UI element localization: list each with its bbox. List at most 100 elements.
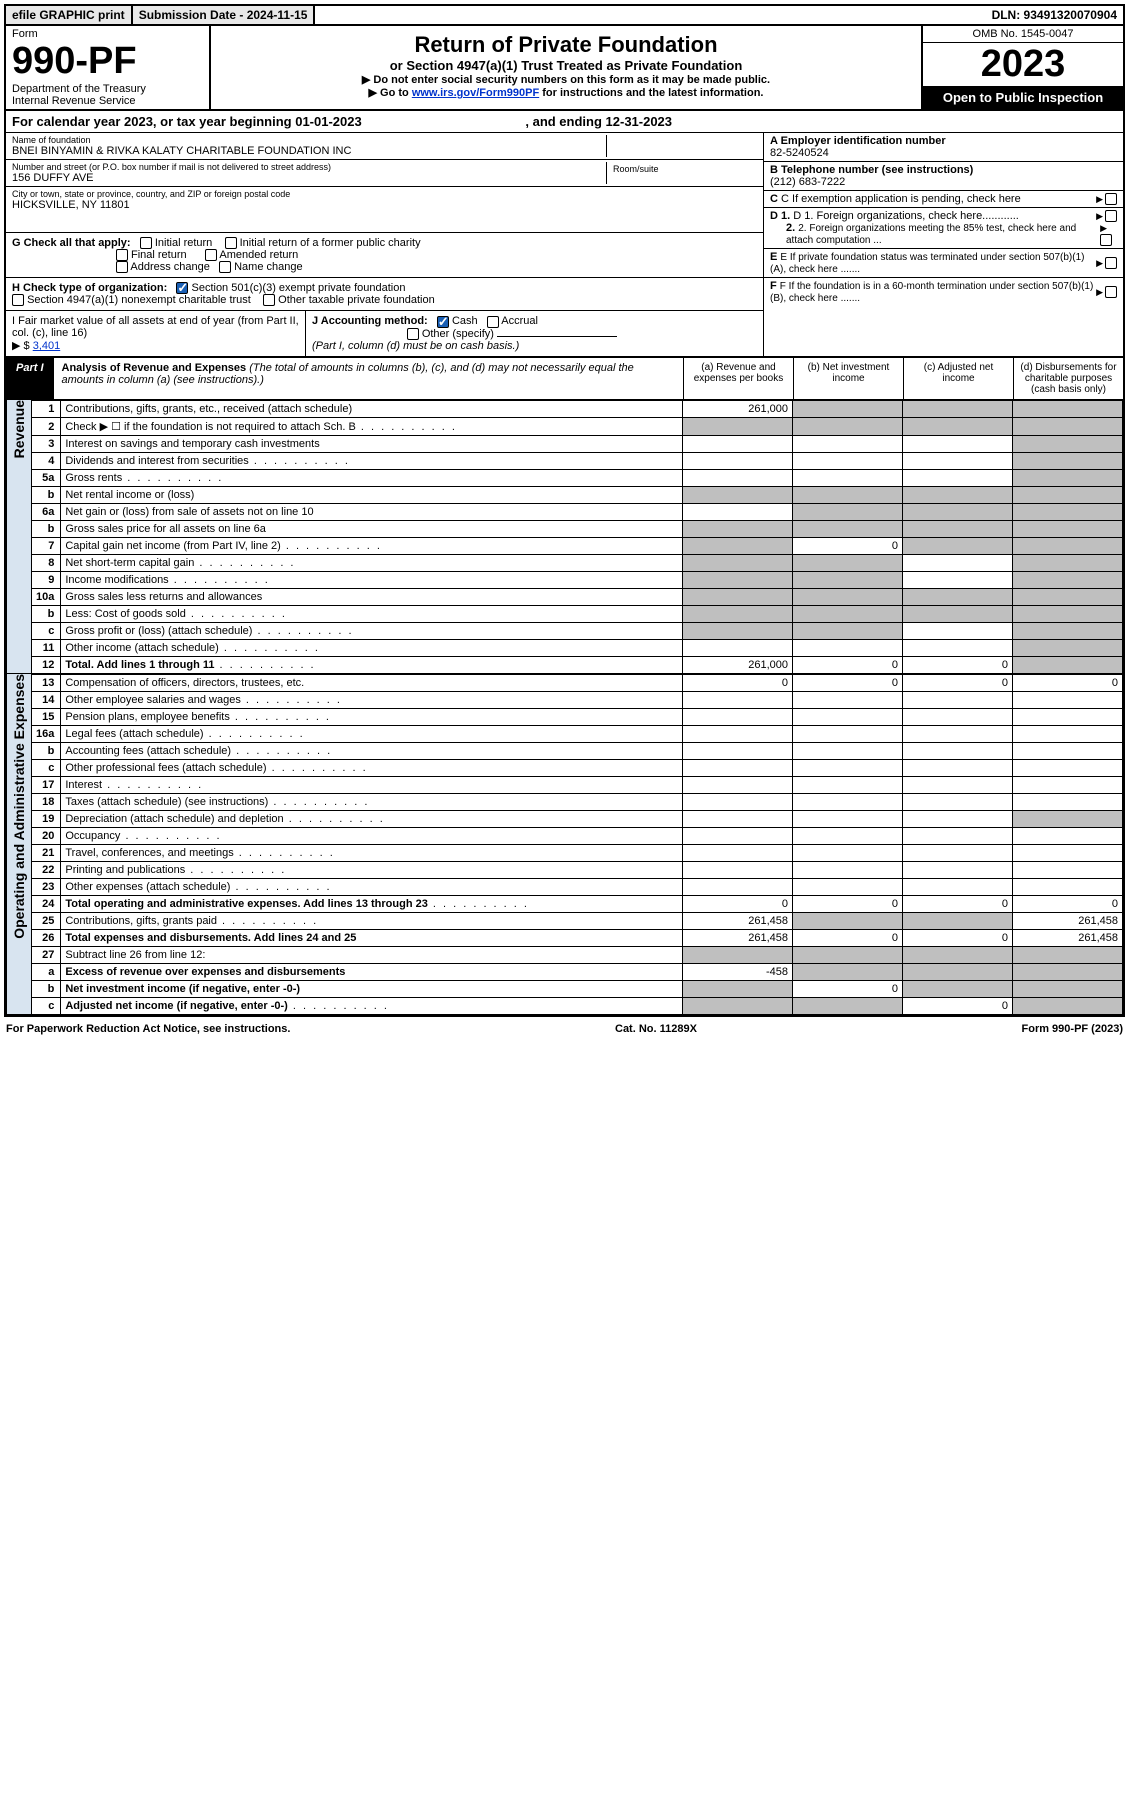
form-word: Form xyxy=(12,28,203,40)
city-state-zip: HICKSVILLE, NY 11801 xyxy=(12,199,757,211)
section-d1: D 1. D 1. Foreign organizations, check h… xyxy=(770,210,1019,222)
section-j: J Accounting method: Cash Accrual Other … xyxy=(306,311,763,356)
table-row: cGross profit or (loss) (attach schedule… xyxy=(32,623,1123,640)
f-checkbox[interactable] xyxy=(1105,286,1117,298)
table-row: 2Check ▶ ☐ if the foundation is not requ… xyxy=(32,418,1123,436)
addr-label: Number and street (or P.O. box number if… xyxy=(12,162,606,172)
efile-print-button[interactable]: efile GRAPHIC print xyxy=(6,6,133,24)
other-method-checkbox[interactable] xyxy=(407,328,419,340)
table-row: bGross sales price for all assets on lin… xyxy=(32,521,1123,538)
initial-return-checkbox[interactable] xyxy=(140,237,152,249)
form-header: Form 990-PF Department of the Treasury I… xyxy=(6,26,1123,111)
table-row: 16aLegal fees (attach schedule) xyxy=(32,726,1123,743)
calendar-year-row: For calendar year 2023, or tax year begi… xyxy=(6,111,1123,133)
table-row: 20Occupancy xyxy=(32,828,1123,845)
section-g: G Check all that apply: Initial return I… xyxy=(6,233,763,278)
col-b-header: (b) Net investment income xyxy=(793,358,903,399)
table-row: 18Taxes (attach schedule) (see instructi… xyxy=(32,794,1123,811)
table-row: 17Interest xyxy=(32,777,1123,794)
foundation-name: BNEI BINYAMIN & RIVKA KALATY CHARITABLE … xyxy=(12,145,606,157)
section-f: F F If the foundation is in a 60-month t… xyxy=(770,280,1096,304)
table-row: 25Contributions, gifts, grants paid261,4… xyxy=(32,913,1123,930)
table-row: aExcess of revenue over expenses and dis… xyxy=(32,964,1123,981)
table-row: 23Other expenses (attach schedule) xyxy=(32,879,1123,896)
table-row: cAdjusted net income (if negative, enter… xyxy=(32,998,1123,1015)
name-label: Name of foundation xyxy=(12,135,606,145)
revenue-table: 1Contributions, gifts, grants, etc., rec… xyxy=(32,400,1123,674)
address-change-checkbox[interactable] xyxy=(116,261,128,273)
c-checkbox[interactable] xyxy=(1105,193,1117,205)
form-subtitle: or Section 4947(a)(1) Trust Treated as P… xyxy=(217,58,915,73)
4947a1-checkbox[interactable] xyxy=(12,294,24,306)
header-note-2: ▶ Go to www.irs.gov/Form990PF for instru… xyxy=(217,86,915,99)
opex-side-label: Operating and Administrative Expenses xyxy=(6,674,32,1015)
table-row: bNet rental income or (loss) xyxy=(32,487,1123,504)
omb-number: OMB No. 1545-0047 xyxy=(923,26,1123,43)
table-row: 3Interest on savings and temporary cash … xyxy=(32,436,1123,453)
d1-checkbox[interactable] xyxy=(1105,210,1117,222)
ein: 82-5240524 xyxy=(770,147,1117,159)
room-label: Room/suite xyxy=(607,162,757,184)
section-d2: 2. 2. Foreign organizations meeting the … xyxy=(770,222,1100,246)
open-to-public: Open to Public Inspection xyxy=(923,86,1123,109)
table-row: 10aGross sales less returns and allowanc… xyxy=(32,589,1123,606)
d2-checkbox[interactable] xyxy=(1100,234,1112,246)
tax-year: 2023 xyxy=(923,43,1123,86)
form-number: 990-PF xyxy=(12,40,203,83)
table-row: 9Income modifications xyxy=(32,572,1123,589)
section-h: H Check type of organization: Section 50… xyxy=(6,278,763,311)
irs: Internal Revenue Service xyxy=(12,95,203,107)
section-e: E E If private foundation status was ter… xyxy=(770,251,1096,275)
col-d-header: (d) Disbursements for charitable purpose… xyxy=(1013,358,1123,399)
fmv-amount: 3,401 xyxy=(33,340,61,352)
ein-label: A Employer identification number xyxy=(770,135,946,147)
tel-label: B Telephone number (see instructions) xyxy=(770,164,973,176)
amended-return-checkbox[interactable] xyxy=(205,249,217,261)
table-row: 5aGross rents xyxy=(32,470,1123,487)
page-footer: For Paperwork Reduction Act Notice, see … xyxy=(0,1021,1129,1037)
cash-checkbox[interactable] xyxy=(437,316,449,328)
table-row: 8Net short-term capital gain xyxy=(32,555,1123,572)
table-row: 22Printing and publications xyxy=(32,862,1123,879)
telephone: (212) 683-7222 xyxy=(770,176,1117,188)
dln: DLN: 93491320070904 xyxy=(986,6,1123,24)
table-row: 4Dividends and interest from securities xyxy=(32,453,1123,470)
street-address: 156 DUFFY AVE xyxy=(12,172,606,184)
table-row: 24Total operating and administrative exp… xyxy=(32,896,1123,913)
col-a-header: (a) Revenue and expenses per books xyxy=(683,358,793,399)
accrual-checkbox[interactable] xyxy=(487,316,499,328)
table-row: 11Other income (attach schedule) xyxy=(32,640,1123,657)
final-return-checkbox[interactable] xyxy=(116,249,128,261)
table-row: bNet investment income (if negative, ent… xyxy=(32,981,1123,998)
table-row: bAccounting fees (attach schedule) xyxy=(32,743,1123,760)
city-label: City or town, state or province, country… xyxy=(12,189,757,199)
table-row: 12Total. Add lines 1 through 11261,00000 xyxy=(32,657,1123,674)
form-title: Return of Private Foundation xyxy=(217,32,915,58)
header-note-1: ▶ Do not enter social security numbers o… xyxy=(217,73,915,86)
initial-return-former-checkbox[interactable] xyxy=(225,237,237,249)
other-taxable-checkbox[interactable] xyxy=(263,294,275,306)
table-row: bLess: Cost of goods sold xyxy=(32,606,1123,623)
name-change-checkbox[interactable] xyxy=(219,261,231,273)
501c3-checkbox[interactable] xyxy=(176,282,188,294)
e-checkbox[interactable] xyxy=(1105,257,1117,269)
opex-table: 13Compensation of officers, directors, t… xyxy=(32,674,1123,1015)
table-row: 26Total expenses and disbursements. Add … xyxy=(32,930,1123,947)
part-1-header: Part I Analysis of Revenue and Expenses … xyxy=(6,357,1123,400)
section-i: I Fair market value of all assets at end… xyxy=(6,311,306,356)
revenue-side-label: Revenue xyxy=(6,400,32,674)
table-row: 14Other employee salaries and wages xyxy=(32,692,1123,709)
section-c: C C If exemption application is pending,… xyxy=(770,193,1096,205)
top-bar: efile GRAPHIC print Submission Date - 20… xyxy=(6,6,1123,26)
table-row: cOther professional fees (attach schedul… xyxy=(32,760,1123,777)
table-row: 15Pension plans, employee benefits xyxy=(32,709,1123,726)
table-row: 21Travel, conferences, and meetings xyxy=(32,845,1123,862)
col-c-header: (c) Adjusted net income xyxy=(903,358,1013,399)
table-row: 19Depreciation (attach schedule) and dep… xyxy=(32,811,1123,828)
table-row: 6aNet gain or (loss) from sale of assets… xyxy=(32,504,1123,521)
table-row: 13Compensation of officers, directors, t… xyxy=(32,675,1123,692)
dept: Department of the Treasury xyxy=(12,83,203,95)
table-row: 1Contributions, gifts, grants, etc., rec… xyxy=(32,401,1123,418)
submission-date: Submission Date - 2024-11-15 xyxy=(133,6,316,24)
irs-link[interactable]: www.irs.gov/Form990PF xyxy=(412,87,539,99)
